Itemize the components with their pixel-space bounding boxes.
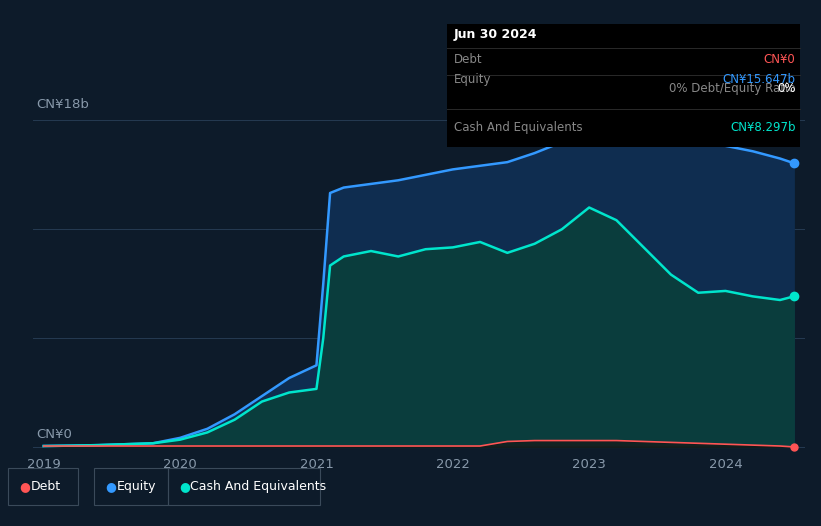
Text: ●: ●	[19, 480, 30, 493]
Text: ●: ●	[179, 480, 190, 493]
Text: CN¥0: CN¥0	[764, 53, 796, 66]
Text: CN¥18b: CN¥18b	[37, 98, 89, 112]
Text: CN¥15.647b: CN¥15.647b	[722, 73, 796, 86]
Text: CN¥0: CN¥0	[37, 429, 72, 441]
Text: Jun 30 2024: Jun 30 2024	[454, 28, 538, 41]
Text: 0%: 0%	[777, 82, 796, 95]
Text: Cash And Equivalents: Cash And Equivalents	[454, 120, 583, 134]
Text: Debt: Debt	[454, 53, 483, 66]
Text: Debt: Debt	[30, 480, 61, 493]
Text: 0% Debt/Equity Ratio: 0% Debt/Equity Ratio	[669, 82, 796, 95]
Text: Cash And Equivalents: Cash And Equivalents	[190, 480, 327, 493]
Text: ●: ●	[105, 480, 116, 493]
Text: CN¥8.297b: CN¥8.297b	[730, 120, 796, 134]
Text: Equity: Equity	[117, 480, 156, 493]
Text: Equity: Equity	[454, 73, 492, 86]
